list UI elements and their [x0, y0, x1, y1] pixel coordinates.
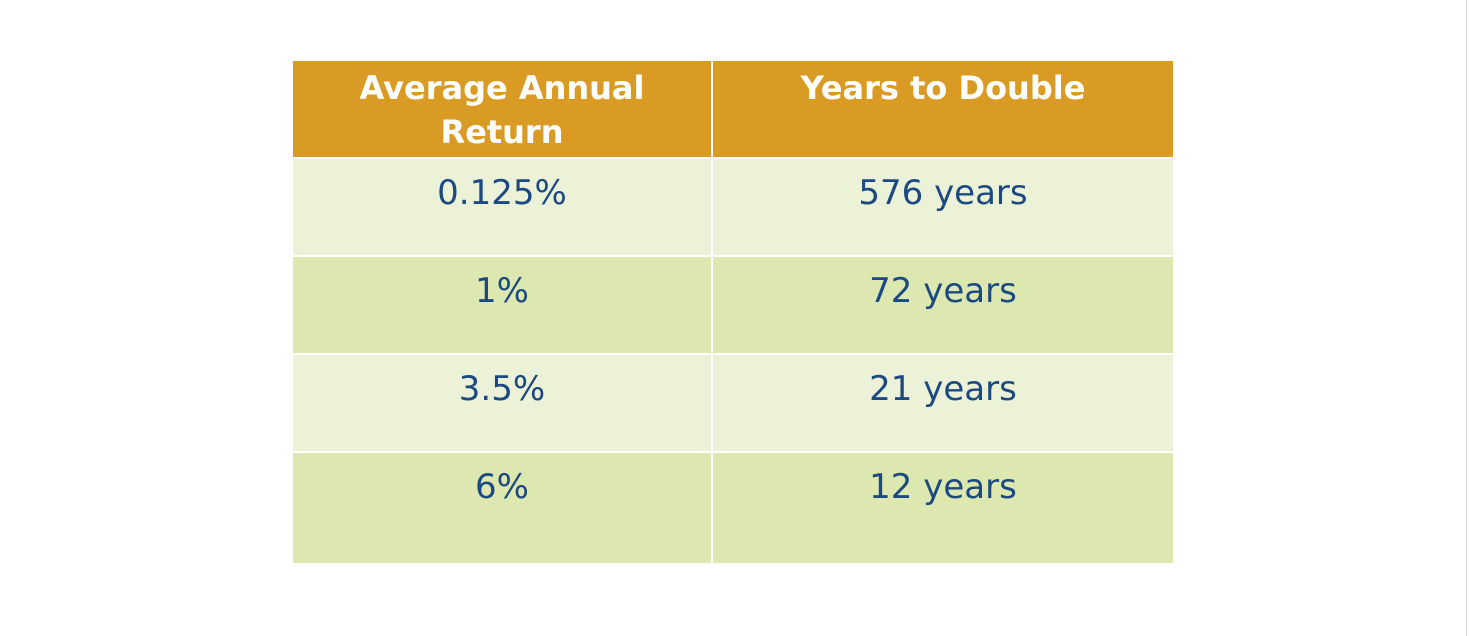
header-average-annual-return: Average Annual Return	[291, 59, 713, 159]
table-header-row: Average Annual Return Years to Double	[291, 59, 1175, 159]
rate-cell: 1%	[291, 255, 713, 355]
rate-cell: 3.5%	[291, 353, 713, 453]
rate-cell: 6%	[291, 451, 713, 565]
table-row: 6% 12 years	[291, 451, 1175, 565]
rate-cell: 0.125%	[291, 157, 713, 257]
doubling-table: Average Annual Return Years to Double 0.…	[291, 59, 1175, 565]
years-cell: 12 years	[711, 451, 1175, 565]
header-years-to-double: Years to Double	[711, 59, 1175, 159]
table-row: 1% 72 years	[291, 255, 1175, 355]
table-row: 0.125% 576 years	[291, 157, 1175, 257]
table-row: 3.5% 21 years	[291, 353, 1175, 453]
years-cell: 576 years	[711, 157, 1175, 257]
page-edge-divider	[1466, 0, 1467, 636]
years-cell: 21 years	[711, 353, 1175, 453]
years-cell: 72 years	[711, 255, 1175, 355]
